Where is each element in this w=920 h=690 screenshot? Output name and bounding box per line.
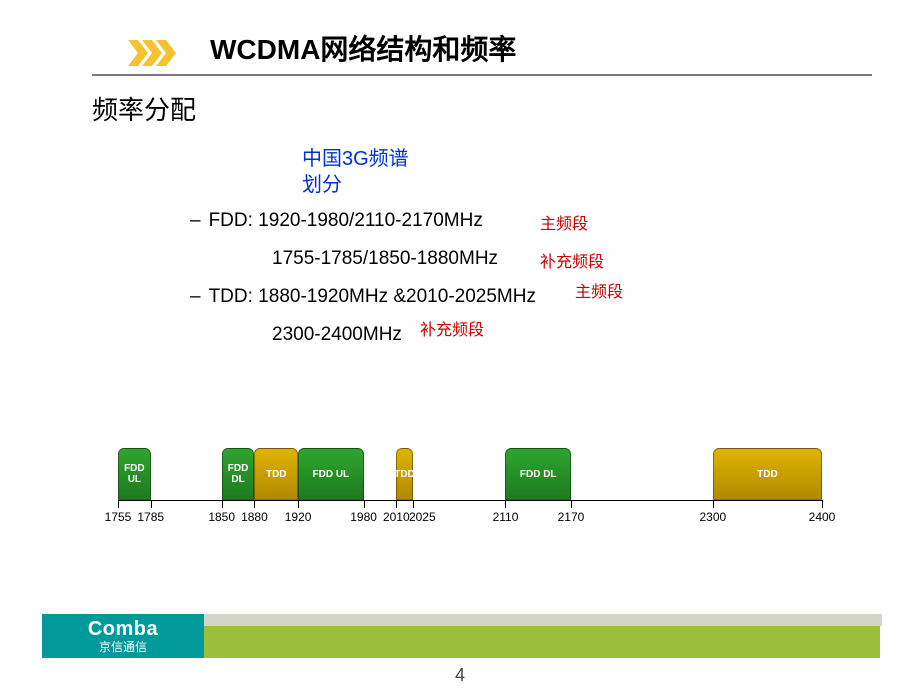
footer-green-bar bbox=[204, 626, 880, 658]
chart-tick bbox=[222, 500, 223, 508]
spectrum-heading: 中国3G频谱 划分 bbox=[302, 146, 409, 198]
chart-tick bbox=[364, 500, 365, 508]
annotation-main1: 主频段 bbox=[540, 210, 588, 234]
chart-tick-label: 1785 bbox=[137, 510, 164, 524]
chart-tick-label: 2025 bbox=[409, 510, 436, 524]
spectrum-heading-line2: 划分 bbox=[302, 174, 342, 196]
chart-tick bbox=[298, 500, 299, 508]
page-number: 4 bbox=[455, 665, 465, 686]
chart-tick bbox=[713, 500, 714, 508]
logo-subtext: 京信通信 bbox=[99, 641, 147, 653]
band-tdd: TDD bbox=[713, 448, 822, 500]
footer: Comba 京信通信 bbox=[0, 614, 920, 670]
spec-line-fdd1: –FDD: 1920-1980/2110-2170MHz bbox=[190, 210, 483, 232]
chart-tick-label: 1755 bbox=[105, 510, 132, 524]
chart-tick-label: 1980 bbox=[350, 510, 377, 524]
spec-line-fdd2: 1755-1785/1850-1880MHz bbox=[272, 248, 498, 270]
chart-tick-label: 2010 bbox=[383, 510, 410, 524]
subtitle: 频率分配 bbox=[92, 90, 196, 127]
title-underline bbox=[92, 74, 872, 76]
band-fdd: FDDUL bbox=[118, 448, 151, 500]
spectrum-chart: FDDULFDDDLTDDFDD ULTDDFDD DLTDD175517851… bbox=[118, 430, 822, 540]
chart-tick-label: 2400 bbox=[809, 510, 836, 524]
chart-tick bbox=[505, 500, 506, 508]
chart-tick-label: 2300 bbox=[699, 510, 726, 524]
chart-tick-label: 1920 bbox=[285, 510, 312, 524]
chart-tick bbox=[822, 500, 823, 508]
chart-tick-label: 2170 bbox=[558, 510, 585, 524]
annotation-sup1: 补充频段 bbox=[540, 248, 604, 272]
chevron-icon bbox=[128, 40, 190, 71]
spec-line-tdd2: 2300-2400MHz bbox=[272, 324, 402, 346]
band-tdd: TDD bbox=[396, 448, 412, 500]
spectrum-heading-line1: 中国3G频谱 bbox=[302, 148, 409, 170]
spec-text: TDD: 1880-1920MHz &2010-2025MHz bbox=[209, 286, 536, 307]
chart-tick-label: 2110 bbox=[493, 510, 519, 524]
chart-tick bbox=[118, 500, 119, 508]
logo-text: Comba bbox=[88, 619, 158, 639]
band-fdd: FDD DL bbox=[505, 448, 570, 500]
chart-tick-label: 1880 bbox=[241, 510, 268, 524]
band-tdd: TDD bbox=[254, 448, 298, 500]
chart-tick bbox=[396, 500, 397, 508]
chart-tick bbox=[413, 500, 414, 508]
band-fdd: FDDDL bbox=[222, 448, 255, 500]
logo: Comba 京信通信 bbox=[42, 614, 204, 658]
chart-tick-label: 1850 bbox=[208, 510, 235, 524]
annotation-main2: 主频段 bbox=[575, 278, 623, 302]
chart-tick bbox=[254, 500, 255, 508]
annotation-sup2: 补充频段 bbox=[420, 316, 484, 340]
spec-text: FDD: 1920-1980/2110-2170MHz bbox=[209, 210, 483, 231]
page-title: WCDMA网络结构和频率 bbox=[210, 28, 920, 68]
chart-tick bbox=[151, 500, 152, 508]
chart-tick bbox=[571, 500, 572, 508]
chart-axis bbox=[118, 500, 822, 501]
band-fdd: FDD UL bbox=[298, 448, 363, 500]
spec-line-tdd1: –TDD: 1880-1920MHz &2010-2025MHz bbox=[190, 286, 536, 308]
